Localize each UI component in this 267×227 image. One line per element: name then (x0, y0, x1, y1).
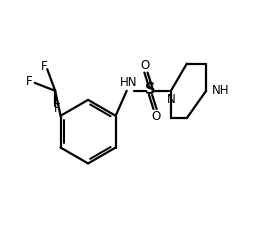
Text: F: F (54, 102, 60, 115)
Text: HN: HN (120, 76, 138, 89)
Text: F: F (41, 60, 47, 73)
Text: N: N (167, 93, 175, 106)
Text: O: O (140, 59, 150, 72)
Text: S: S (145, 82, 156, 97)
Text: NH: NH (212, 84, 229, 97)
Text: O: O (152, 110, 161, 123)
Text: F: F (26, 75, 32, 88)
